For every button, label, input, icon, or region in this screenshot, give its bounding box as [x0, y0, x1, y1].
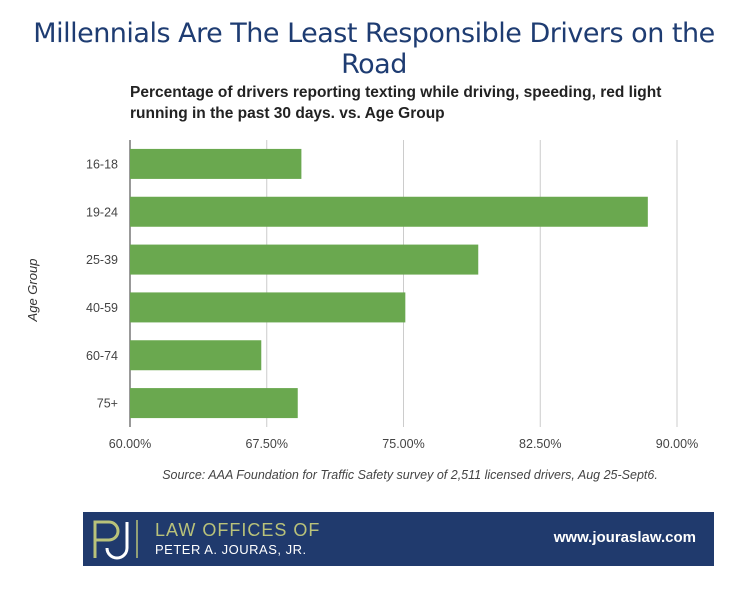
bar-19-24 [130, 196, 648, 227]
bar-40-59 [130, 292, 406, 323]
bar-chart: 16-18 19-24 25-39 40-59 60-74 75+ 60.00% 67.50… [25, 140, 698, 451]
grid-lines [129, 140, 678, 427]
chart-title: Percentage of drivers reporting texting … [130, 84, 662, 122]
category-labels: 16-18 19-24 25-39 40-59 60-74 75+ [86, 157, 118, 410]
x-tick-label: 82.50% [519, 437, 561, 451]
website-link[interactable]: www.jouraslaw.com [553, 529, 696, 546]
category-label: 40-59 [86, 301, 118, 315]
category-label: 75+ [97, 397, 118, 411]
firm-name-line1: LAW OFFICES OF [155, 520, 321, 540]
footer-banner: LAW OFFICES OF PETER A. JOURAS, JR. www.… [83, 512, 714, 566]
x-tick-label: 60.00% [109, 437, 151, 451]
x-tick-label: 67.50% [246, 437, 288, 451]
category-label: 25-39 [86, 253, 118, 267]
x-tick-label: 75.00% [382, 437, 424, 451]
bar-25-39 [130, 244, 479, 275]
firm-logo-icon [93, 520, 138, 560]
page-headline: Millennials Are The Least Responsible Dr… [33, 18, 715, 80]
bar-16-18 [130, 148, 302, 179]
category-label: 16-18 [86, 157, 118, 171]
source-note: Source: AAA Foundation for Traffic Safet… [162, 468, 658, 482]
firm-name-line2: PETER A. JOURAS, JR. [155, 542, 307, 557]
category-label: 60-74 [86, 349, 118, 363]
x-tick-labels: 60.00% 67.50% 75.00% 82.50% 90.00% [109, 437, 698, 451]
x-tick-label: 90.00% [656, 437, 698, 451]
y-axis-label: Age Group [25, 259, 40, 323]
bar-75+ [130, 388, 298, 419]
bars [130, 148, 648, 419]
category-label: 19-24 [86, 205, 118, 219]
bar-60-74 [130, 340, 262, 371]
